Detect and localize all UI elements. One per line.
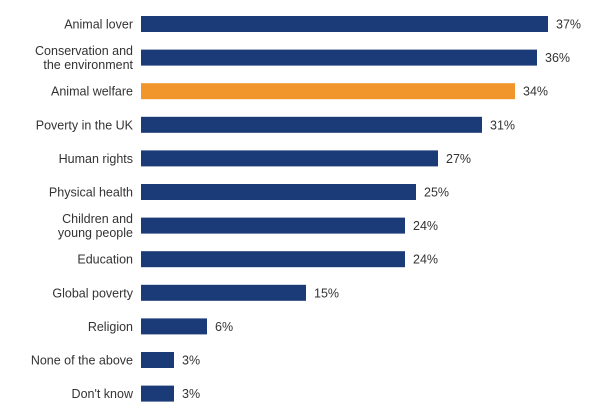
bar-religion bbox=[141, 318, 207, 335]
category-label-animal-lover: Animal lover bbox=[64, 18, 133, 32]
bar-physical-health bbox=[141, 184, 416, 200]
category-label-conservation-and-the-environment: Conservation and the environment bbox=[35, 44, 134, 72]
category-label-children-and-young-people: Children and young people bbox=[58, 212, 133, 240]
bar-global-poverty bbox=[141, 284, 306, 301]
category-labels-group: Animal lover Conservation and the environm… bbox=[31, 18, 134, 402]
value-label-religion: 6% bbox=[215, 320, 233, 334]
value-label-poverty-in-the-uk: 31% bbox=[490, 118, 515, 132]
value-label-don-t-know: 3% bbox=[182, 387, 200, 401]
category-label-don-t-know: Don't know bbox=[72, 387, 134, 401]
value-label-none-of-the-above: 3% bbox=[182, 354, 200, 368]
bar-conservation-and-the-environment bbox=[141, 49, 537, 66]
bars-group bbox=[141, 16, 548, 402]
bar-education bbox=[141, 251, 405, 268]
category-label-physical-health: Physical health bbox=[49, 186, 133, 200]
value-label-animal-welfare: 34% bbox=[523, 85, 548, 99]
bar-poverty-in-the-uk bbox=[141, 116, 482, 133]
bar-don-t-know bbox=[141, 385, 174, 402]
value-label-education: 24% bbox=[413, 253, 438, 267]
bar-animal-welfare bbox=[141, 83, 515, 100]
category-label-religion: Religion bbox=[88, 320, 133, 334]
value-label-physical-health: 25% bbox=[424, 186, 449, 200]
bar-animal-lover bbox=[141, 16, 548, 32]
value-label-conservation-and-the-environment: 36% bbox=[545, 51, 570, 65]
bar-none-of-the-above bbox=[141, 352, 174, 368]
value-label-global-poverty: 15% bbox=[314, 286, 339, 300]
value-label-children-and-young-people: 24% bbox=[413, 219, 438, 233]
category-label-human-rights: Human rights bbox=[59, 152, 133, 166]
category-label-none-of-the-above: None of the above bbox=[31, 354, 133, 368]
value-labels-group: 37% 36% 34% 31% 27% 25% 24% 24% 15% 6% 3% 3% bbox=[182, 18, 581, 402]
value-label-animal-lover: 37% bbox=[556, 18, 581, 32]
bar-children-and-young-people bbox=[141, 217, 405, 234]
category-label-global-poverty: Global poverty bbox=[52, 286, 133, 300]
bar-human-rights bbox=[141, 150, 438, 167]
category-label-animal-welfare: Animal welfare bbox=[51, 85, 133, 99]
category-label-education: Education bbox=[77, 253, 133, 267]
value-label-human-rights: 27% bbox=[446, 152, 471, 166]
category-label-poverty-in-the-uk: Poverty in the UK bbox=[36, 118, 134, 132]
